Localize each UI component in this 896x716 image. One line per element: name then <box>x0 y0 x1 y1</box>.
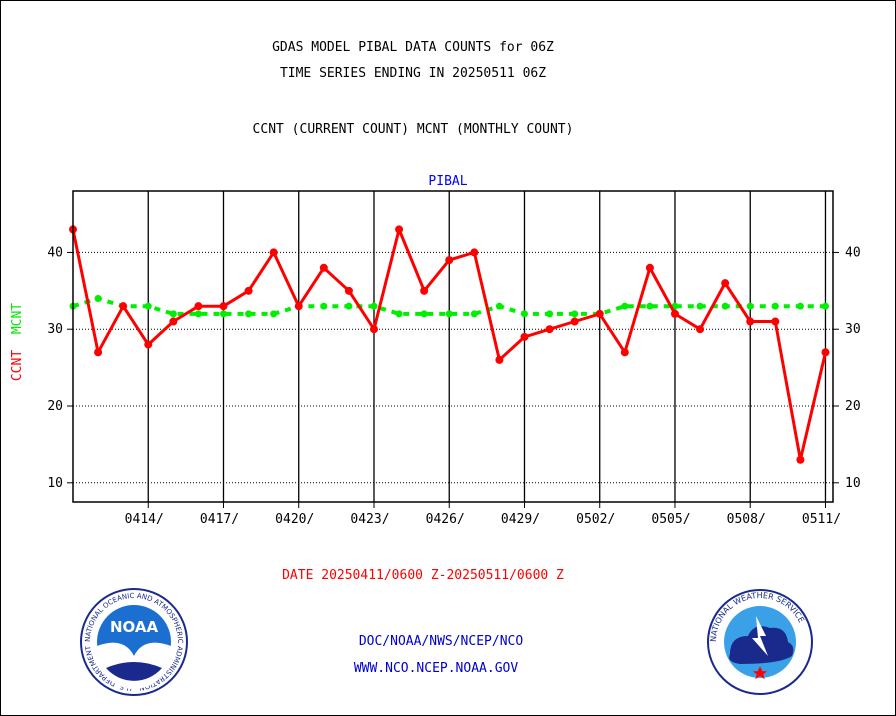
data-point-ccnt <box>94 348 103 357</box>
x-tick-label: 0420/ <box>275 512 314 527</box>
data-point-mcnt <box>746 302 754 310</box>
data-point-mcnt <box>245 310 253 318</box>
data-point-mcnt <box>771 302 779 310</box>
data-point-ccnt <box>470 248 479 257</box>
data-point-mcnt <box>546 310 554 318</box>
data-point-mcnt <box>646 302 654 310</box>
chart-title-line2: TIME SERIES ENDING IN 20250511 06Z <box>280 66 546 81</box>
data-point-ccnt <box>395 225 404 234</box>
noaa-logo-text: NOAA <box>110 618 159 636</box>
data-point-mcnt <box>395 310 403 318</box>
y-tick-label-left: 40 <box>47 245 63 260</box>
panel-label: PIBAL <box>428 174 467 189</box>
noaa-logo: NATIONAL OCEANIC AND ATMOSPHERIC ADMINIS… <box>80 588 188 696</box>
data-point-ccnt <box>144 340 153 349</box>
data-point-ccnt <box>821 348 830 357</box>
data-point-mcnt <box>721 302 729 310</box>
data-point-mcnt <box>495 302 503 310</box>
data-point-mcnt <box>194 310 202 318</box>
x-tick-label: 0414/ <box>125 512 164 527</box>
x-tick-label: 0508/ <box>727 512 766 527</box>
data-point-ccnt <box>570 317 579 326</box>
data-point-mcnt <box>420 310 428 318</box>
data-point-mcnt <box>345 302 353 310</box>
data-point-ccnt <box>645 263 654 272</box>
data-point-ccnt <box>369 325 378 334</box>
org-line1: DOC/NOAA/NWS/NCEP/NCO <box>359 634 524 649</box>
series-layer <box>69 225 830 464</box>
noaa-lower-disk <box>106 662 162 681</box>
data-point-ccnt <box>620 348 629 357</box>
x-tick-label: 0423/ <box>350 512 389 527</box>
y-axis-label-ccnt: CCNT <box>10 350 25 381</box>
tick-layer: 10 10 20 20 30 30 40 40 0414/0417/0420/0423/0426… <box>47 245 860 527</box>
nws-star-icon <box>752 666 768 680</box>
data-point-mcnt <box>219 310 227 318</box>
nws-lightning-icon <box>752 616 768 656</box>
plot-area <box>72 190 834 503</box>
data-point-mcnt <box>169 310 177 318</box>
data-point-mcnt <box>445 310 453 318</box>
data-point-mcnt <box>470 310 478 318</box>
data-point-ccnt <box>545 325 554 334</box>
chart-subtitle: CCNT (CURRENT COUNT) MCNT (MONTHLY COUNT… <box>253 122 574 137</box>
data-point-ccnt <box>445 256 454 265</box>
x-tick-label: 0426/ <box>426 512 465 527</box>
data-point-ccnt <box>520 332 529 341</box>
y-tick-label-left: 30 <box>47 322 63 337</box>
data-point-ccnt <box>420 286 429 295</box>
data-point-ccnt <box>219 302 228 311</box>
data-point-ccnt <box>344 286 353 295</box>
x-tick-label: 0511/ <box>802 512 841 527</box>
x-tick-label: 0505/ <box>651 512 690 527</box>
y-tick-label-right: 30 <box>845 322 861 337</box>
data-point-ccnt <box>771 317 780 326</box>
data-point-ccnt <box>746 317 755 326</box>
date-range: DATE 20250411/0600 Z-20250511/0600 Z <box>282 568 564 583</box>
data-point-ccnt <box>319 263 328 272</box>
data-point-mcnt <box>571 310 579 318</box>
data-point-mcnt <box>320 302 328 310</box>
y-tick-label-left: 10 <box>47 476 63 491</box>
y-tick-label-right: 20 <box>845 399 861 414</box>
data-point-mcnt <box>821 302 829 310</box>
x-tick-label: 0502/ <box>576 512 615 527</box>
data-point-mcnt <box>796 302 804 310</box>
data-point-ccnt <box>796 455 805 464</box>
data-point-ccnt <box>595 309 604 318</box>
data-point-ccnt <box>194 302 203 311</box>
data-point-ccnt <box>244 286 253 295</box>
data-point-ccnt <box>294 302 303 311</box>
data-point-mcnt <box>621 302 629 310</box>
y-axis-label: CCNT__MCNT <box>10 303 25 381</box>
y-tick-label-left: 20 <box>47 399 63 414</box>
data-point-mcnt <box>270 310 278 318</box>
data-point-ccnt <box>269 248 278 257</box>
data-point-ccnt <box>696 325 705 334</box>
data-point-mcnt <box>370 302 378 310</box>
data-point-ccnt <box>721 279 730 288</box>
data-point-mcnt <box>144 302 152 310</box>
data-point-mcnt <box>696 302 704 310</box>
data-point-mcnt <box>94 295 102 303</box>
data-point-ccnt <box>495 355 504 364</box>
chart-title-line1: GDAS MODEL PIBAL DATA COUNTS for 06Z <box>272 40 554 55</box>
x-tick-label: 0429/ <box>501 512 540 527</box>
data-point-ccnt <box>119 302 128 311</box>
org-line2: WWW.NCO.NCEP.NOAA.GOV <box>354 661 519 676</box>
x-tick-label: 0417/ <box>200 512 239 527</box>
nws-logo: NATIONAL WEATHER SERVICE <box>707 589 813 695</box>
y-tick-label-right: 10 <box>845 476 861 491</box>
data-point-ccnt <box>169 317 178 326</box>
y-tick-label-right: 40 <box>845 245 861 260</box>
grid-layer <box>73 191 833 502</box>
y-axis-label-mcnt: MCNT <box>10 303 25 334</box>
data-point-ccnt <box>670 309 679 318</box>
data-point-mcnt <box>520 310 528 318</box>
